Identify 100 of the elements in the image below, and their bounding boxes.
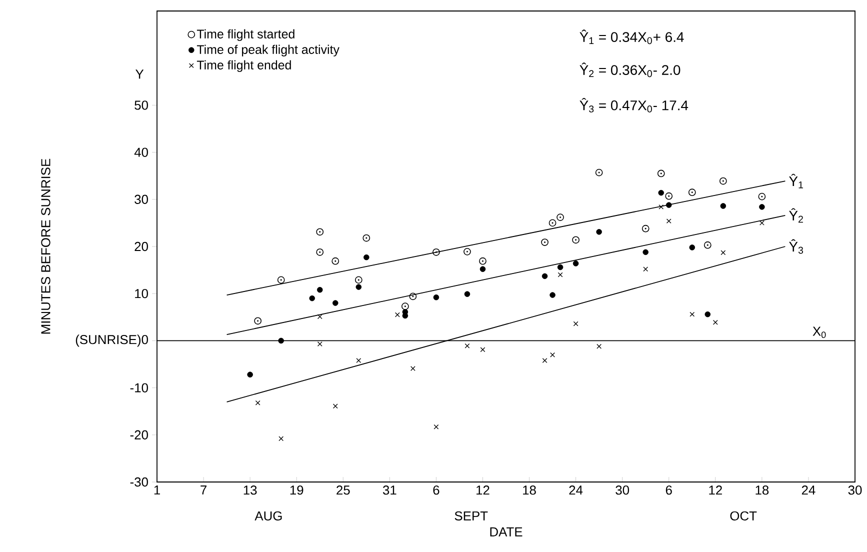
x-tick-label: 19 <box>290 486 304 495</box>
point <box>759 220 764 226</box>
point <box>556 214 564 221</box>
point <box>356 284 362 290</box>
point <box>550 292 556 298</box>
y-tick-label: 10 <box>135 289 148 298</box>
point <box>704 311 711 318</box>
point <box>596 229 602 235</box>
point <box>277 276 285 284</box>
series-label: Ŷ$_{2}$ <box>789 208 803 223</box>
point <box>689 244 696 250</box>
point <box>572 236 580 244</box>
y-tick-label: (SUNRISE)0 <box>76 334 148 347</box>
point <box>316 228 324 236</box>
point <box>758 192 766 200</box>
point <box>665 192 673 200</box>
point <box>254 317 262 325</box>
point <box>642 249 648 256</box>
point <box>658 204 664 210</box>
point <box>720 250 726 256</box>
point <box>541 238 548 246</box>
point <box>410 366 416 371</box>
x-tick-label: 18 <box>523 486 536 495</box>
point <box>658 190 664 196</box>
text: OCT <box>730 511 757 520</box>
y-tick-label: 20 <box>134 242 148 252</box>
point <box>480 347 486 352</box>
point <box>595 168 603 176</box>
point <box>432 248 440 256</box>
point <box>643 266 648 272</box>
y-tick-label: 40 <box>134 148 148 157</box>
series-label: Ŷ$_{3}$ <box>789 239 804 254</box>
y-tick-label: -10 <box>130 383 148 392</box>
point <box>657 170 665 178</box>
x-tick-label: 24 <box>569 486 583 495</box>
point <box>464 291 470 297</box>
point <box>332 300 338 306</box>
point <box>433 294 440 300</box>
point <box>572 260 579 266</box>
x-tick-label: 12 <box>709 486 722 495</box>
point <box>550 352 555 358</box>
point <box>690 312 695 317</box>
point <box>247 372 253 378</box>
series-label: Ŷ$_{1}$ <box>789 174 803 188</box>
x-tick-label: 13 <box>244 486 257 495</box>
legend-label: Time flight started <box>196 29 294 41</box>
point <box>278 338 284 344</box>
point <box>354 276 362 284</box>
point <box>332 404 338 409</box>
x-tick-label: 7 <box>200 486 206 494</box>
point <box>712 320 718 325</box>
point <box>573 321 578 326</box>
point <box>255 400 260 406</box>
x-tick-label: 30 <box>616 486 630 495</box>
point <box>480 266 486 272</box>
text: SEPT <box>454 511 488 520</box>
point <box>317 314 322 320</box>
point <box>464 248 471 256</box>
point <box>464 343 470 348</box>
point <box>542 273 548 280</box>
point <box>666 218 672 224</box>
point <box>316 248 324 256</box>
legend-label: Time flight ended <box>196 60 291 72</box>
point <box>759 204 765 210</box>
y-tick-label: -20 <box>130 430 148 440</box>
text: AUG <box>254 511 282 520</box>
point <box>309 295 315 302</box>
x-tick-label: 6 <box>433 486 440 495</box>
point <box>401 302 409 310</box>
x-tick-label: 1 <box>154 486 160 494</box>
point <box>557 264 564 270</box>
x-tick-label: 12 <box>476 486 490 495</box>
x-axis-title: DATE <box>490 527 522 536</box>
y-axis-title: MINUTES BEFORE SUNRISE <box>41 158 50 334</box>
annotation: Ŷ$_{3}$ = 0.47X$_{0}$- 17.4 <box>580 98 688 112</box>
point <box>332 257 340 265</box>
point <box>704 241 712 249</box>
point <box>316 286 323 293</box>
y-tick-label: 30 <box>134 194 148 204</box>
x-tick-label: 25 <box>336 486 350 495</box>
x-tick-label: 30 <box>848 486 862 495</box>
x-tick-label: 6 <box>666 486 672 495</box>
point <box>409 292 417 300</box>
legend-label: Time of peak flight activity <box>196 44 340 56</box>
point <box>548 219 556 227</box>
point <box>596 344 602 349</box>
x-tick-label: 18 <box>756 486 769 495</box>
point <box>317 342 322 346</box>
point <box>666 202 672 208</box>
point <box>558 272 563 278</box>
text: Y <box>136 70 144 79</box>
annotation: Ŷ$_{1}$ = 0.34X$_{0}$+ 6.4 <box>580 30 684 44</box>
point <box>278 436 284 442</box>
point <box>720 203 726 209</box>
point <box>479 257 486 265</box>
x-tick-label: 31 <box>382 486 396 495</box>
point <box>434 424 439 430</box>
y-tick-label: -30 <box>130 477 148 487</box>
annotation: X$_{0}$ <box>812 326 826 338</box>
y-tick-label: 50 <box>134 100 148 110</box>
